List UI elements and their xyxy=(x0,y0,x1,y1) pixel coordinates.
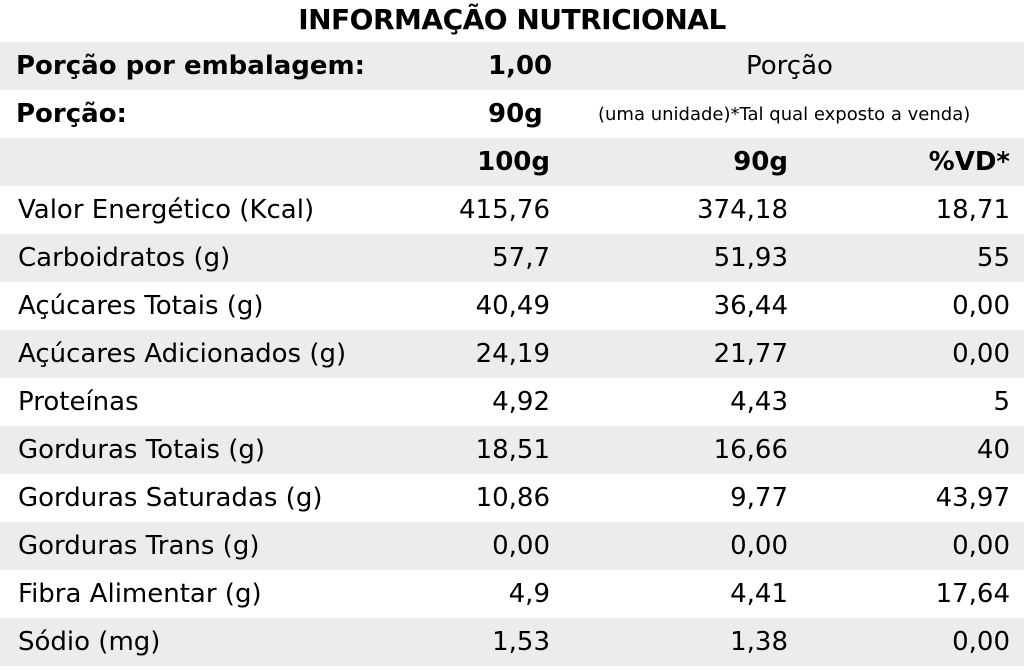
value-per-90g: 36,44 xyxy=(713,291,788,321)
table-row: Açúcares Adicionados (g) 24,19 21,77 0,00 xyxy=(0,330,1024,378)
portion-value: 90g xyxy=(488,99,543,129)
value-per-100g: 415,76 xyxy=(459,195,550,225)
value-per-90g: 16,66 xyxy=(713,435,788,465)
value-percent-dv: 18,71 xyxy=(935,195,1010,225)
nutrient-name: Proteínas xyxy=(18,387,139,417)
nutrient-name: Sódio (mg) xyxy=(18,627,161,657)
table-row: Gorduras Trans (g) 0,00 0,00 0,00 xyxy=(0,522,1024,570)
portion-note: (uma unidade)*Tal qual exposto a venda) xyxy=(598,104,971,125)
table-row: Carboidratos (g) 57,7 51,93 55 xyxy=(0,234,1024,282)
nutrient-name: Fibra Alimentar (g) xyxy=(18,579,262,609)
value-per-100g: 0,00 xyxy=(492,531,550,561)
nutrient-name: Carboidratos (g) xyxy=(18,243,231,273)
value-percent-dv: 0,00 xyxy=(952,627,1010,657)
nutrient-name: Gorduras Saturadas (g) xyxy=(18,483,323,513)
value-percent-dv: 0,00 xyxy=(952,339,1010,369)
column-header-90g: 90g xyxy=(733,147,788,177)
table-row: Sódio (mg) 1,53 1,38 0,00 xyxy=(0,618,1024,666)
value-percent-dv: 17,64 xyxy=(935,579,1010,609)
nutrient-name: Gorduras Totais (g) xyxy=(18,435,266,465)
column-header-row: 100g 90g %VD* xyxy=(0,138,1024,186)
servings-per-package-label: Porção por embalagem: xyxy=(16,51,366,81)
portion-row: Porção: 90g (uma unidade)*Tal qual expos… xyxy=(0,90,1024,138)
value-per-100g: 4,92 xyxy=(492,387,550,417)
value-per-90g: 0,00 xyxy=(730,531,788,561)
value-percent-dv: 0,00 xyxy=(952,291,1010,321)
value-per-90g: 374,18 xyxy=(697,195,788,225)
servings-per-package-row: Porção por embalagem: 1,00 Porção xyxy=(0,42,1024,90)
value-per-100g: 10,86 xyxy=(475,483,550,513)
value-per-90g: 21,77 xyxy=(713,339,788,369)
value-per-100g: 57,7 xyxy=(492,243,550,273)
value-percent-dv: 55 xyxy=(976,243,1010,273)
column-header-vd: %VD* xyxy=(928,147,1010,177)
value-per-90g: 4,41 xyxy=(730,579,788,609)
portion-label: Porção: xyxy=(16,99,127,129)
table-row: Valor Energético (Kcal) 415,76 374,18 18,71 xyxy=(0,186,1024,234)
value-percent-dv: 40 xyxy=(976,435,1010,465)
value-per-100g: 18,51 xyxy=(475,435,550,465)
table-row: Gorduras Saturadas (g) 10,86 9,77 43,97 xyxy=(0,474,1024,522)
value-per-100g: 24,19 xyxy=(475,339,550,369)
table-row: Gorduras Totais (g) 18,51 16,66 40 xyxy=(0,426,1024,474)
value-per-100g: 40,49 xyxy=(475,291,550,321)
nutrient-name: Gorduras Trans (g) xyxy=(18,531,260,561)
nutrient-rows: Valor Energético (Kcal) 415,76 374,18 18,71… xyxy=(0,186,1024,666)
portion-header: Porção xyxy=(746,51,833,81)
value-percent-dv: 43,97 xyxy=(935,483,1010,513)
nutrient-name: Açúcares Totais (g) xyxy=(18,291,264,321)
column-header-100g: 100g xyxy=(477,147,550,177)
table-row: Proteínas 4,92 4,43 5 xyxy=(0,378,1024,426)
value-per-90g: 9,77 xyxy=(730,483,788,513)
value-percent-dv: 5 xyxy=(993,387,1010,417)
nutrient-name: Valor Energético (Kcal) xyxy=(18,195,315,225)
table-row: Fibra Alimentar (g) 4,9 4,41 17,64 xyxy=(0,570,1024,618)
value-per-100g: 4,9 xyxy=(508,579,550,609)
value-per-100g: 1,53 xyxy=(492,627,550,657)
value-per-90g: 4,43 xyxy=(730,387,788,417)
servings-per-package-value: 1,00 xyxy=(488,51,553,81)
nutrient-name: Açúcares Adicionados (g) xyxy=(18,339,347,369)
table-title: INFORMAÇÃO NUTRICIONAL xyxy=(298,3,726,36)
value-per-90g: 1,38 xyxy=(730,627,788,657)
value-percent-dv: 0,00 xyxy=(952,531,1010,561)
table-row: Açúcares Totais (g) 40,49 36,44 0,00 xyxy=(0,282,1024,330)
value-per-90g: 51,93 xyxy=(713,243,788,273)
